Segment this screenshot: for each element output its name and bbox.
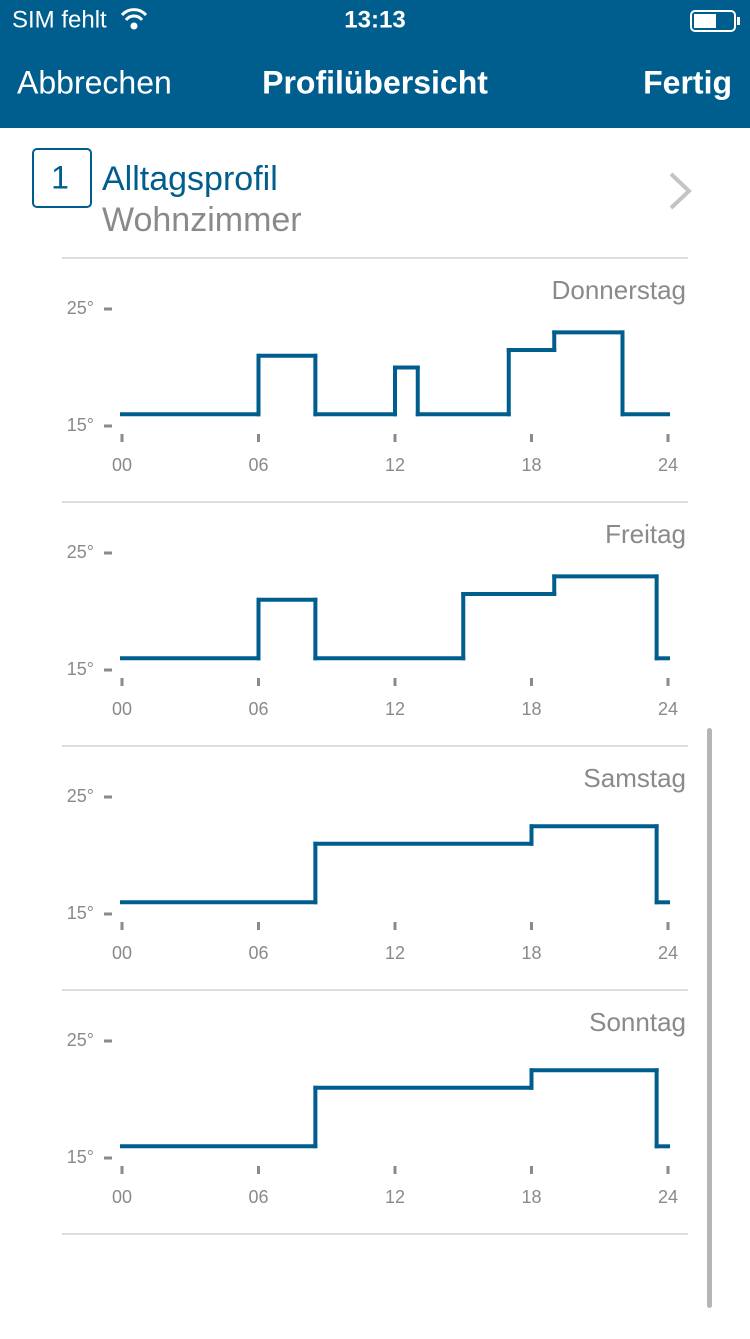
x-tick-label: 18 [521,455,541,475]
profile-name: Alltagsprofil [102,160,278,198]
x-tick-label: 18 [521,943,541,963]
x-tick-label: 00 [112,943,132,963]
x-tick-label: 06 [248,1187,268,1207]
day-title: Donnerstag [552,275,686,305]
x-tick-label: 06 [248,455,268,475]
x-tick-label: 12 [385,943,405,963]
y-tick-label: 25° [67,298,94,318]
profile-number-box [32,148,92,208]
battery-icon [690,10,740,32]
nav-title: Profilübersicht [262,64,488,100]
day-title: Freitag [605,519,686,549]
x-tick-label: 18 [521,1187,541,1207]
scrollbar [707,728,712,1308]
wifi-icon [120,8,148,30]
profile-number: 1 [51,159,69,195]
cancel-button[interactable]: Abbrechen [17,64,172,100]
chevron [669,172,692,210]
y-tick-label: 15° [67,1147,94,1167]
x-tick-label: 18 [521,699,541,719]
x-tick-label: 24 [658,1187,678,1207]
y-tick-label: 25° [67,1030,94,1050]
x-tick-label: 00 [112,1187,132,1207]
x-tick-label: 12 [385,1187,405,1207]
x-tick-label: 12 [385,455,405,475]
carrier: SIM fehlt [12,6,107,33]
y-tick-label: 15° [67,659,94,679]
y-tick-label: 25° [67,542,94,562]
profile-row[interactable]: 1 Alltagsprofil Wohnzimmer [32,148,692,239]
y-tick-label: 15° [67,903,94,923]
header-background [0,0,750,128]
done-button[interactable]: Fertig [643,64,732,100]
x-tick-label: 06 [248,943,268,963]
y-tick-label: 25° [67,786,94,806]
clock: 13:13 [344,6,405,33]
x-tick-label: 24 [658,943,678,963]
day-title: Sonntag [589,1007,686,1037]
x-tick-label: 00 [112,699,132,719]
x-tick-label: 06 [248,699,268,719]
y-tick-label: 15° [67,415,94,435]
x-tick-label: 24 [658,699,678,719]
x-tick-label: 00 [112,455,132,475]
day-title: Samstag [583,763,686,793]
profile-room: Wohnzimmer [102,201,302,239]
x-tick-label: 12 [385,699,405,719]
x-tick-label: 24 [658,455,678,475]
